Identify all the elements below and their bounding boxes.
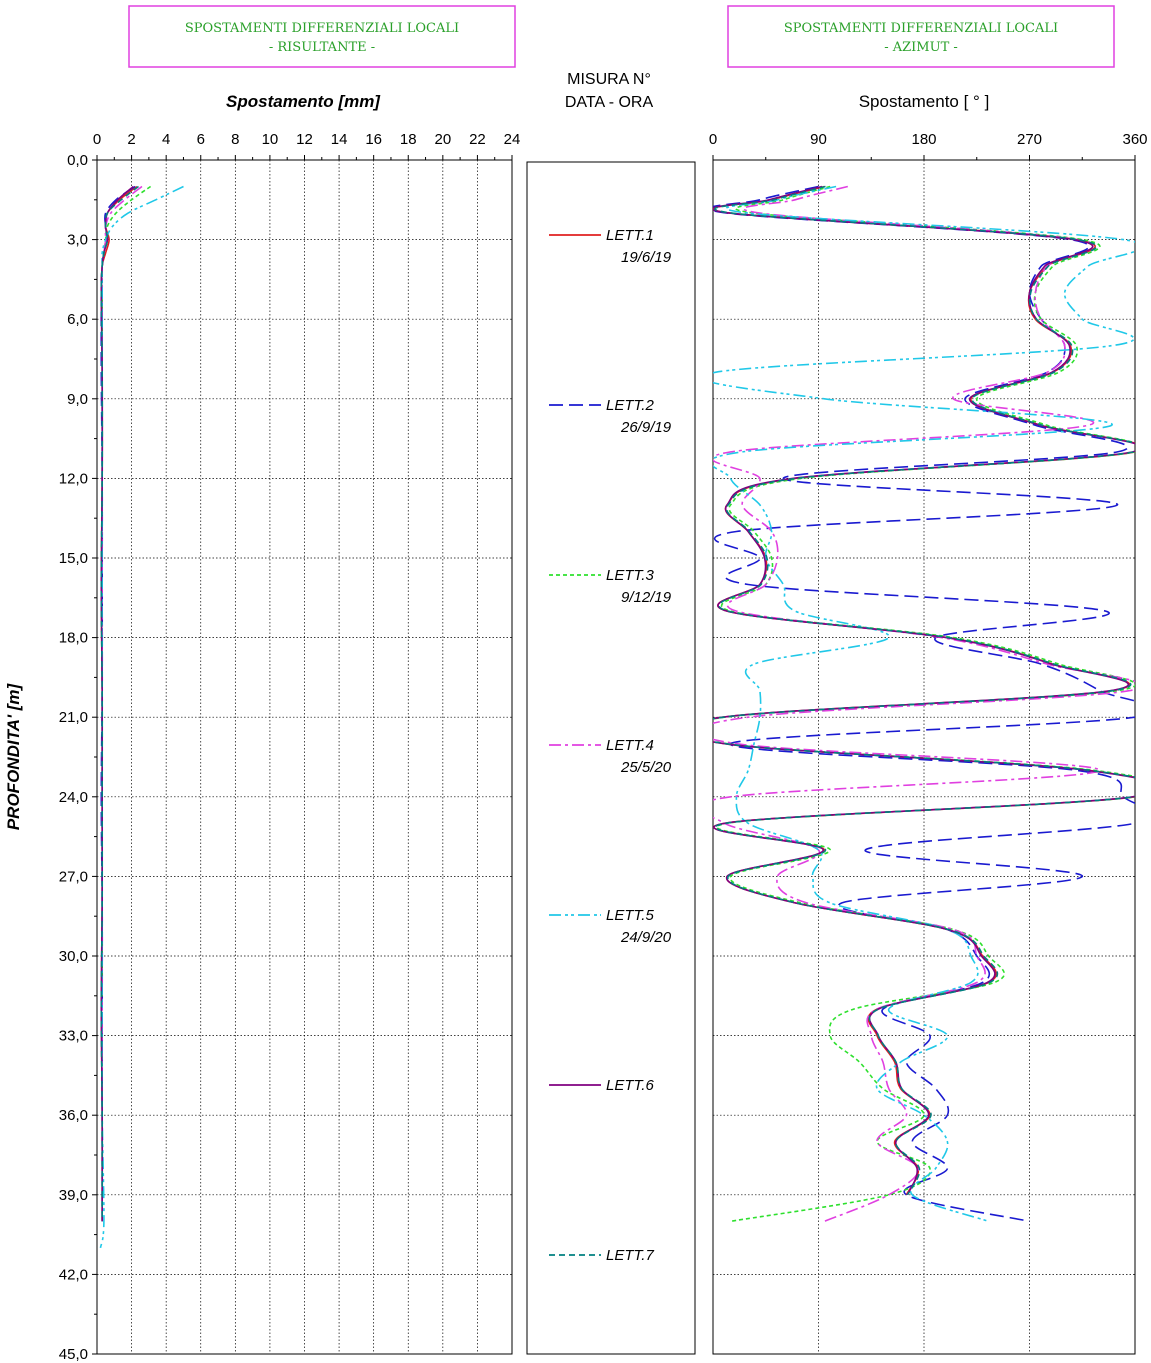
left-y-tick-label: 15,0 <box>59 550 88 567</box>
right-series-lett6 <box>713 185 1135 1196</box>
left-y-tick-label: 33,0 <box>59 1028 88 1045</box>
left-x-axis-title: Spostamento [mm] <box>226 92 381 111</box>
left-y-tick-label: 36,0 <box>59 1107 88 1124</box>
left-x-tick-label: 14 <box>331 131 348 148</box>
left-x-tick-label: 22 <box>469 131 486 148</box>
right-title-line2: - AZIMUT - <box>884 40 958 55</box>
left-x-tick-label: 10 <box>262 131 279 148</box>
legend-date: 24/9/20 <box>620 929 672 946</box>
left-x-tick-label: 4 <box>162 131 170 148</box>
legend-date: 9/12/19 <box>621 589 672 606</box>
left-x-tick-label: 8 <box>231 131 239 148</box>
left-x-tick-label: 18 <box>400 131 417 148</box>
right-title-line1: SPOSTAMENTI DIFFERENZIALI LOCALI <box>784 21 1058 36</box>
left-x-tick-label: 16 <box>365 131 382 148</box>
legend-label: LETT.4 <box>606 737 654 754</box>
left-y-tick-label: 3,0 <box>67 232 88 249</box>
left-y-axis-title: PROFONDITA' [m] <box>4 682 23 830</box>
left-series-lett7 <box>100 185 139 1222</box>
left-y-tick-label: 0,0 <box>67 152 88 169</box>
legend-date: 19/6/19 <box>621 249 672 266</box>
right-x-tick-label: 90 <box>810 131 827 148</box>
left-y-tick-label: 27,0 <box>59 868 88 885</box>
left-x-tick-label: 2 <box>127 131 135 148</box>
left-chart-title: SPOSTAMENTI DIFFERENZIALI LOCALI - RISUL… <box>128 5 516 68</box>
left-title-line1: SPOSTAMENTI DIFFERENZIALI LOCALI <box>185 21 459 36</box>
legend-item-lett1: LETT.1 19/6/19 <box>549 227 672 266</box>
right-series-lett7 <box>713 185 1135 1196</box>
legend-label: LETT.1 <box>606 227 654 244</box>
legend-header-line2: DATA - ORA <box>565 94 654 111</box>
legend-date: 26/9/19 <box>620 419 672 436</box>
left-x-tick-label: 6 <box>197 131 205 148</box>
legend-label: LETT.5 <box>606 907 654 924</box>
legend: LETT.119/6/19LETT.226/9/19LETT.39/12/19L… <box>549 227 672 1264</box>
left-x-tick-label: 0 <box>93 131 101 148</box>
legend-box <box>526 161 696 1355</box>
legend-item-lett2: LETT.2 26/9/19 <box>549 397 672 436</box>
legend-label: LETT.3 <box>606 567 654 584</box>
left-x-tick-label: 12 <box>296 131 313 148</box>
left-y-tick-label: 24,0 <box>59 789 88 806</box>
legend-item-lett5: LETT.5 24/9/20 <box>549 907 672 946</box>
legend-label: LETT.6 <box>606 1077 654 1094</box>
right-x-tick-label: 270 <box>1017 131 1042 148</box>
left-y-tick-label: 6,0 <box>67 311 88 328</box>
right-x-axis-title: Spostamento [ ° ] <box>859 92 990 111</box>
legend-label: LETT.7 <box>606 1247 654 1264</box>
left-title-line2: - RISULTANTE - <box>269 40 375 55</box>
legend-item-lett3: LETT.3 9/12/19 <box>549 567 672 606</box>
left-x-tick-label: 20 <box>434 131 451 148</box>
left-y-tick-label: 18,0 <box>59 630 88 647</box>
right-x-tick-label: 360 <box>1122 131 1147 148</box>
right-plot: 0 90 180 270 360 <box>709 131 1148 1355</box>
legend-date: 25/5/20 <box>620 759 672 776</box>
left-y-tick-label: 21,0 <box>59 709 88 726</box>
left-y-tick-label: 42,0 <box>59 1266 88 1283</box>
legend-item-lett4: LETT.4 25/5/20 <box>549 737 672 776</box>
left-y-tick-label: 45,0 <box>59 1346 88 1363</box>
right-x-tick-label: 0 <box>709 131 717 148</box>
left-y-tick-label: 9,0 <box>67 391 88 408</box>
left-y-tick-label: 12,0 <box>59 470 88 487</box>
left-y-tick-label: 30,0 <box>59 948 88 965</box>
legend-item-lett7: LETT.7 <box>549 1247 654 1264</box>
legend-label: LETT.2 <box>606 397 654 414</box>
left-x-tick-label: 24 <box>504 131 521 148</box>
right-chart-title: SPOSTAMENTI DIFFERENZIALI LOCALI - AZIMU… <box>727 5 1115 68</box>
legend-header-line1: MISURA N° <box>567 71 651 88</box>
left-y-tick-label: 39,0 <box>59 1187 88 1204</box>
right-series-lett3 <box>713 185 1135 1223</box>
legend-item-lett6: LETT.6 <box>549 1077 654 1094</box>
left-plot: 0 2 4 6 8 10 12 14 16 18 20 22 240,03,06,09,012,015,… <box>59 131 521 1363</box>
right-x-tick-label: 180 <box>911 131 936 148</box>
right-series-lett5 <box>713 185 1135 1223</box>
